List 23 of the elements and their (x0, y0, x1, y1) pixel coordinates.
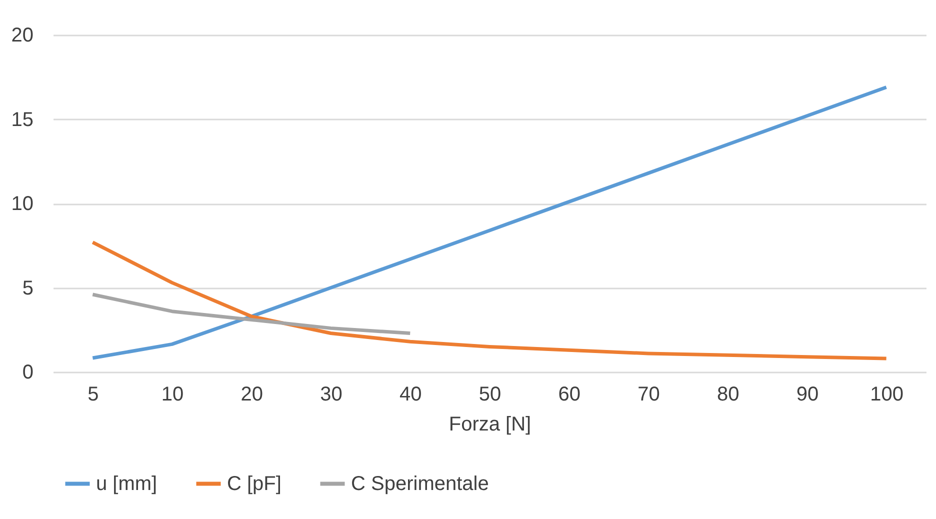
line-series (90, 240, 888, 360)
x-tick-label: 80 (716, 384, 740, 406)
y-tick-label: 15 (11, 108, 34, 131)
legend-label: u [mm] (96, 472, 158, 495)
y-tick-label: 20 (11, 24, 34, 46)
x-tick-label: 30 (320, 384, 342, 406)
x-tick-label: 90 (796, 384, 819, 406)
y-tick-label: 0 (22, 362, 34, 384)
x-tick-label: 70 (638, 384, 660, 406)
y-tick-label: 5 (22, 277, 34, 300)
line-series (90, 292, 412, 335)
x-axis-title: Forza [N] (448, 414, 532, 436)
x-tick-label: 40 (400, 384, 422, 406)
line-series (90, 85, 888, 360)
x-tick-label: 100 (870, 384, 904, 406)
y-tick-label: 10 (11, 193, 34, 215)
x-tick-label: 10 (161, 384, 184, 406)
legend-label: C Sperimentale (351, 472, 489, 495)
x-tick-label: 50 (478, 384, 502, 406)
x-tick-label: 60 (558, 384, 580, 406)
x-tick-label: 5 (88, 384, 99, 406)
legend-label: C [pF] (227, 472, 282, 495)
x-tick-label: 20 (240, 384, 264, 406)
